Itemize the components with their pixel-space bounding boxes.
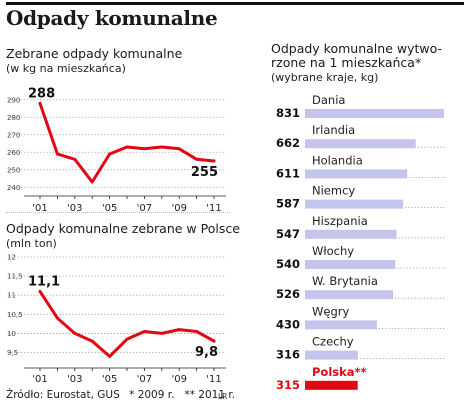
chart3-value-label: 587 [276, 197, 300, 211]
chart2-xtick-label: '11 [206, 374, 221, 385]
chart1-xtick-label: '01 [32, 203, 47, 214]
chart2-last-value-label: 9,8 [195, 345, 218, 360]
page-title: Odpady komunalne [6, 6, 218, 30]
chart3-category-label: Czechy [312, 335, 354, 349]
chart2-xtick-label: '07 [137, 374, 152, 385]
chart2-xtick-label: '01 [32, 374, 47, 385]
chart2-data-point [38, 289, 42, 293]
chart1-ytick-label: 250 [7, 166, 20, 174]
chart3-title: Odpady komunalne wytwo- rzone na 1 miesz… [271, 42, 442, 70]
chart1-ytick-label: 260 [7, 149, 20, 157]
chart3-title-line1: Odpady komunalne wytwo- [271, 41, 442, 56]
chart2-data-point [108, 354, 111, 358]
chart1-ytick-label: 240 [7, 184, 20, 192]
chart1-unit: (w kg na mieszkańca) [6, 62, 126, 75]
footer-source: Źródło: Eurostat, GUS * 2009 r. ** 2011 … [6, 389, 235, 401]
chart2-ytick-label: 11,5 [7, 273, 23, 281]
chart3-unit: (wybrane kraje, kg) [271, 71, 379, 84]
chart2-data-point [177, 328, 181, 332]
chart2-xtick-label: '05 [102, 374, 117, 385]
chart3-value-label: 831 [276, 106, 300, 120]
chart3-category-label: W. Brytania [312, 274, 378, 288]
chart1-data-point [160, 145, 164, 149]
chart3-bar [305, 139, 416, 149]
chart2-ytick-label: 10,5 [7, 311, 23, 319]
chart1-xtick-label: '09 [171, 203, 186, 214]
chart1-ytick-label: 270 [7, 131, 20, 139]
chart3-value-label: 316 [276, 348, 300, 362]
chart1-title: Zebrane odpady komunalne [6, 46, 183, 61]
chart3-value-label: 526 [276, 287, 300, 301]
chart1-data-point [195, 157, 199, 161]
chart1-data-point [125, 145, 129, 149]
chart1-xtick-label: '11 [206, 203, 221, 214]
chart2-first-value-label: 11,1 [28, 274, 60, 289]
chart3-bar [305, 109, 444, 118]
chart2-ytick-label: 12 [7, 254, 16, 262]
chart2-data-point [160, 332, 164, 335]
chart2-data-point [195, 330, 199, 333]
chart1-data-point [108, 152, 111, 156]
credit-text: LR [218, 392, 228, 401]
chart1-data-point [90, 180, 94, 184]
chart3-category-label: Dania [312, 93, 345, 107]
chart1-data-point [143, 147, 146, 151]
chart2-ytick-label: 10 [7, 330, 16, 338]
chart1-series-line [38, 101, 216, 184]
chart3-category-label: Polska** [312, 365, 367, 379]
chart2-data-point [143, 330, 146, 333]
chart3-value-label: 540 [276, 257, 300, 271]
notes-text: * 2009 r. ** 2011 r. [129, 389, 236, 401]
chart2-data-point [212, 339, 216, 343]
chart2-series-line [38, 289, 216, 358]
chart2-xtick-label: '09 [171, 374, 186, 385]
chart3-category-label: Irlandia [312, 123, 355, 137]
chart3-value-label: 662 [276, 136, 300, 150]
chart2-data-point [73, 332, 77, 335]
chart1-first-value-label: 288 [28, 86, 55, 101]
chart3-bar [305, 169, 408, 179]
chart1-xtick-label: '07 [137, 203, 152, 214]
chart3-value-label: 611 [276, 166, 300, 180]
chart3-category-label: Włochy [312, 244, 354, 258]
chart-separator [6, 212, 230, 214]
chart2-unit: (mln ton) [6, 237, 57, 250]
chart1-data-point [212, 159, 216, 163]
chart3-category-label: Hiszpania [312, 214, 368, 228]
chart1-data-point [56, 152, 59, 156]
chart1-ytick-label: 290 [7, 96, 20, 104]
chart2-data-point [56, 316, 59, 320]
chart2-data-point [125, 337, 129, 341]
chart2-title: Odpady komunalne zebrane w Polsce [6, 221, 240, 236]
chart3-bar [305, 229, 397, 239]
chart3-value-label: 315 [276, 378, 300, 392]
chart1-data-point [177, 147, 181, 151]
chart3-category-label: Węgry [312, 304, 349, 318]
chart2-xtick-label: '03 [67, 374, 82, 385]
chart3-bar [305, 350, 358, 360]
chart3-bar [305, 260, 396, 269]
chart3-bar [305, 290, 393, 300]
chart1-data-point [73, 157, 77, 161]
chart3-bar [305, 199, 404, 209]
chart2-ytick-label: 9,5 [7, 349, 18, 357]
chart3-value-label: 430 [276, 317, 300, 331]
chart3-category-label: Holandia [312, 153, 363, 167]
chart3-bar [305, 380, 358, 390]
chart1-last-value-label: 255 [191, 165, 218, 180]
chart1-ytick-label: 280 [7, 114, 20, 122]
top-rule [6, 2, 464, 5]
chart3-bar [305, 320, 377, 330]
chart3-value-label: 547 [276, 227, 300, 241]
chart1-xtick-label: '03 [67, 203, 82, 214]
chart3-title-line2: rzone na 1 mieszkańca* [271, 55, 422, 70]
chart2-data-point [90, 339, 94, 343]
chart1-data-point [38, 101, 42, 105]
source-text: Źródło: Eurostat, GUS [6, 389, 120, 401]
chart2-ytick-label: 11 [7, 292, 16, 300]
chart1-xtick-label: '05 [102, 203, 117, 214]
chart3-category-label: Niemcy [312, 184, 355, 198]
